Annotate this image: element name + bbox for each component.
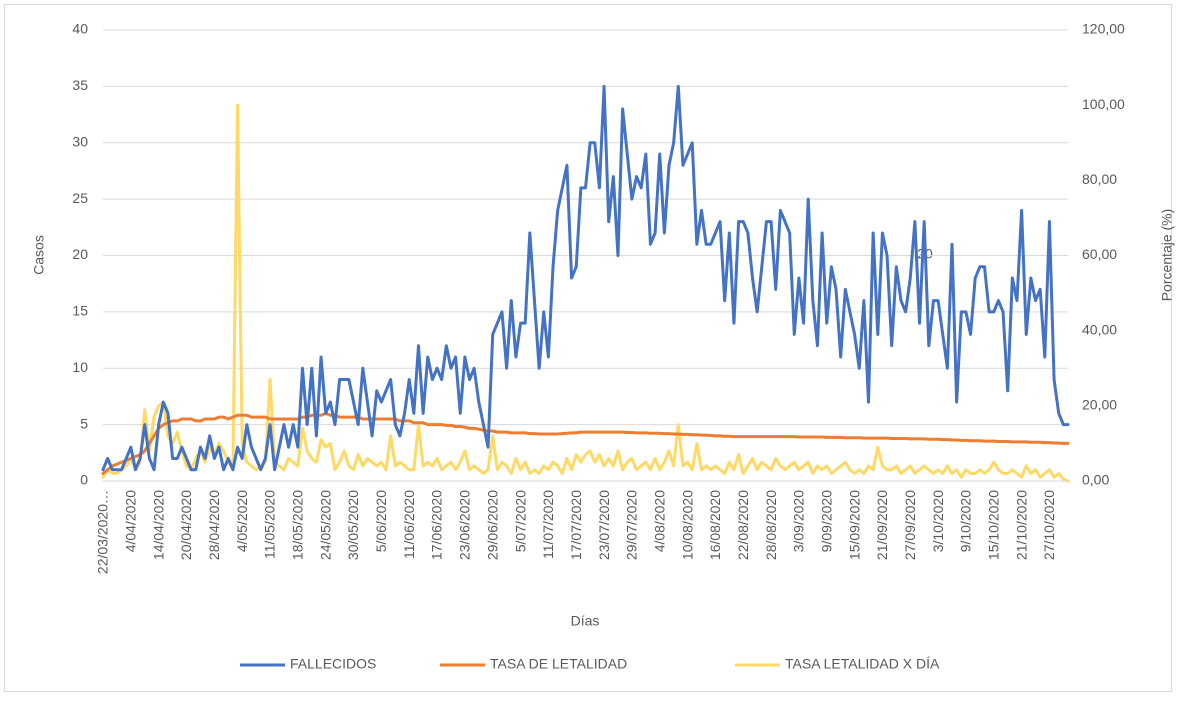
legend-label: FALLECIDOS <box>290 656 376 672</box>
legend-label: TASA DE LETALIDAD <box>490 656 627 672</box>
y2-tick-label: 80,00 <box>1082 171 1117 187</box>
y-tick-label: 15 <box>72 303 88 319</box>
x-tick-label: 22/03/2020… <box>95 490 111 574</box>
x-tick-label: 15/10/2020 <box>985 490 1001 560</box>
x-tick-label: 20/04/2020 <box>178 490 194 560</box>
x-tick-label: 9/09/2020 <box>818 490 834 552</box>
legend-label: TASA LETALIDAD X DÍA <box>785 656 940 672</box>
x-axis-title: Días <box>571 613 600 629</box>
y-tick-label: 40 <box>72 21 88 37</box>
x-tick-label: 17/06/2020 <box>429 490 445 560</box>
x-tick-label: 21/10/2020 <box>1013 490 1029 560</box>
x-tick-label: 4/04/2020 <box>123 490 139 552</box>
y-tick-label: 10 <box>72 359 88 375</box>
y2-tick-label: 60,00 <box>1082 246 1117 262</box>
y2-tick-label: 120,00 <box>1082 21 1125 37</box>
x-tick-label: 3/10/2020 <box>930 490 946 552</box>
x-tick-label: 29/07/2020 <box>624 490 640 560</box>
x-tick-label: 27/10/2020 <box>1041 490 1057 560</box>
x-tick-label: 11/07/2020 <box>540 490 556 559</box>
y-tick-label: 0 <box>80 472 88 488</box>
x-tick-label: 28/08/2020 <box>763 490 779 560</box>
y2-tick-label: 0,00 <box>1082 472 1109 488</box>
y2-tick-label: 100,00 <box>1082 96 1125 112</box>
x-tick-label: 11/06/2020 <box>401 490 417 559</box>
x-tick-label: 11/05/2020 <box>262 490 278 559</box>
y-tick-label: 30 <box>72 133 88 149</box>
x-tick-label: 21/09/2020 <box>874 490 890 560</box>
x-tick-label: 17/07/2020 <box>568 490 584 560</box>
x-tick-label: 5/06/2020 <box>373 490 389 552</box>
x-tick-label: 30/05/2020 <box>345 490 361 560</box>
series-line <box>101 411 1070 475</box>
x-tick-label: 3/09/2020 <box>791 490 807 552</box>
y2-axis-title: Porcentaje (%) <box>1159 209 1175 302</box>
x-tick-label: 18/05/2020 <box>290 490 306 560</box>
x-tick-label: 4/08/2020 <box>651 490 667 552</box>
y-tick-label: 5 <box>80 415 88 431</box>
x-tick-label: 15/09/2020 <box>846 490 862 560</box>
x-tick-label: 27/09/2020 <box>902 490 918 560</box>
x-tick-label: 23/06/2020 <box>457 490 473 560</box>
x-tick-label: 29/06/2020 <box>484 490 500 560</box>
y-axis-title: Casos <box>31 235 47 275</box>
x-tick-label: 28/04/2020 <box>206 490 222 560</box>
y-tick-label: 35 <box>72 77 88 93</box>
x-tick-label: 5/07/2020 <box>512 490 528 552</box>
x-tick-label: 24/05/2020 <box>317 490 333 560</box>
series-line <box>101 84 1070 472</box>
x-tick-label: 9/10/2020 <box>958 490 974 552</box>
chart-border <box>4 4 1172 692</box>
y2-tick-label: 20,00 <box>1082 397 1117 413</box>
x-tick-label: 22/08/2020 <box>735 490 751 560</box>
x-tick-label: 16/08/2020 <box>707 490 723 560</box>
x-tick-label: 14/04/2020 <box>150 490 166 560</box>
x-tick-label: 4/05/2020 <box>234 490 250 552</box>
x-tick-label: 23/07/2020 <box>596 490 612 560</box>
y-tick-label: 25 <box>72 190 88 206</box>
x-tick-label: 10/08/2020 <box>679 490 695 560</box>
y-tick-label: 20 <box>72 246 88 262</box>
y2-tick-label: 40,00 <box>1082 321 1117 337</box>
